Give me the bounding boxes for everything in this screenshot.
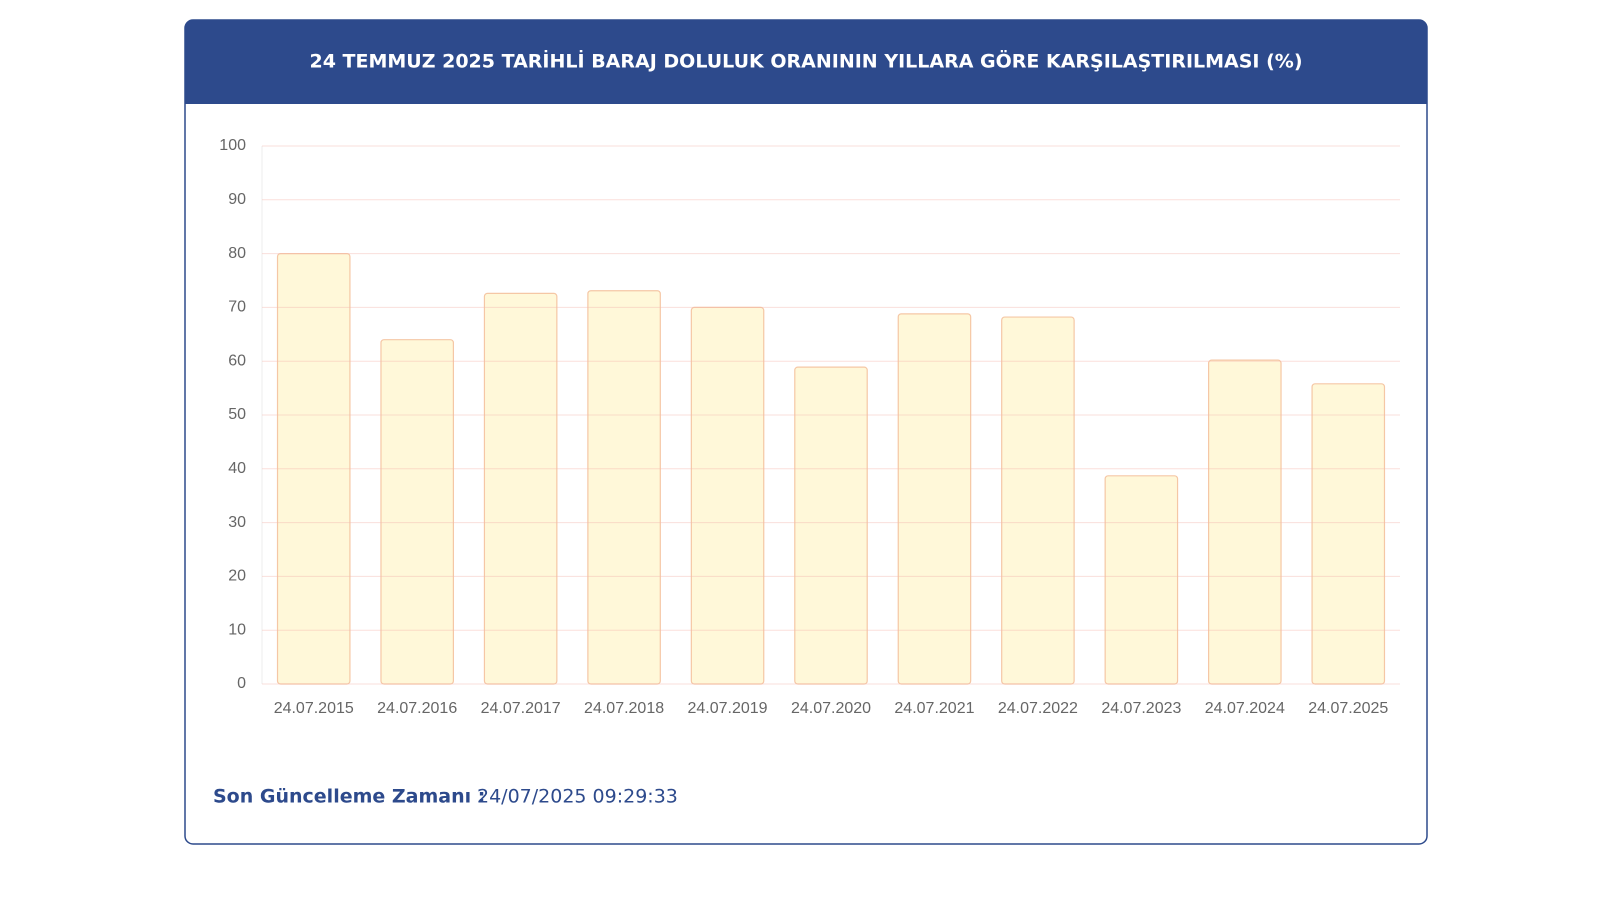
y-tick-label: 10 bbox=[228, 621, 246, 638]
x-tick-label: 24.07.2023 bbox=[1101, 700, 1181, 717]
x-tick-label: 24.07.2024 bbox=[1205, 700, 1285, 717]
y-tick-label: 80 bbox=[228, 245, 246, 262]
y-tick-label: 60 bbox=[228, 352, 246, 369]
bar bbox=[690, 306, 765, 685]
y-tick-label: 100 bbox=[219, 137, 246, 154]
bar bbox=[483, 292, 558, 685]
x-tick-label: 24.07.2019 bbox=[688, 700, 768, 717]
x-tick-label: 24.07.2017 bbox=[481, 700, 561, 717]
chart-title: 24 TEMMUZ 2025 TARİHLİ BARAJ DOLULUK ORA… bbox=[309, 49, 1302, 73]
x-tick-label: 24.07.2020 bbox=[791, 700, 871, 717]
y-tick-label: 50 bbox=[228, 406, 246, 423]
bar bbox=[587, 290, 661, 685]
x-tick-label: 24.07.2015 bbox=[274, 700, 354, 717]
bar bbox=[1001, 316, 1075, 685]
y-tick-label: 20 bbox=[228, 568, 246, 585]
x-tick-label: 24.07.2022 bbox=[998, 700, 1078, 717]
bar bbox=[794, 366, 868, 685]
header bbox=[185, 20, 1427, 104]
y-tick-label: 70 bbox=[228, 299, 246, 316]
bar bbox=[1104, 475, 1179, 685]
y-tick-label: 30 bbox=[228, 514, 246, 531]
bar bbox=[380, 339, 454, 685]
bar bbox=[276, 253, 351, 685]
bar bbox=[1208, 359, 1282, 685]
bar bbox=[1311, 383, 1386, 685]
footer-value: 24/07/2025 09:29:33 bbox=[477, 786, 678, 808]
x-tick-label: 24.07.2025 bbox=[1308, 700, 1388, 717]
y-tick-label: 40 bbox=[228, 460, 246, 477]
x-tick-label: 24.07.2021 bbox=[894, 700, 974, 717]
y-tick-label: 90 bbox=[228, 191, 246, 208]
bar bbox=[897, 313, 972, 685]
x-tick-label: 24.07.2018 bbox=[584, 700, 664, 717]
x-tick-label: 24.07.2016 bbox=[377, 700, 457, 717]
y-tick-label: 0 bbox=[237, 675, 246, 692]
footer-label: Son Güncelleme Zamanı : bbox=[213, 786, 485, 808]
